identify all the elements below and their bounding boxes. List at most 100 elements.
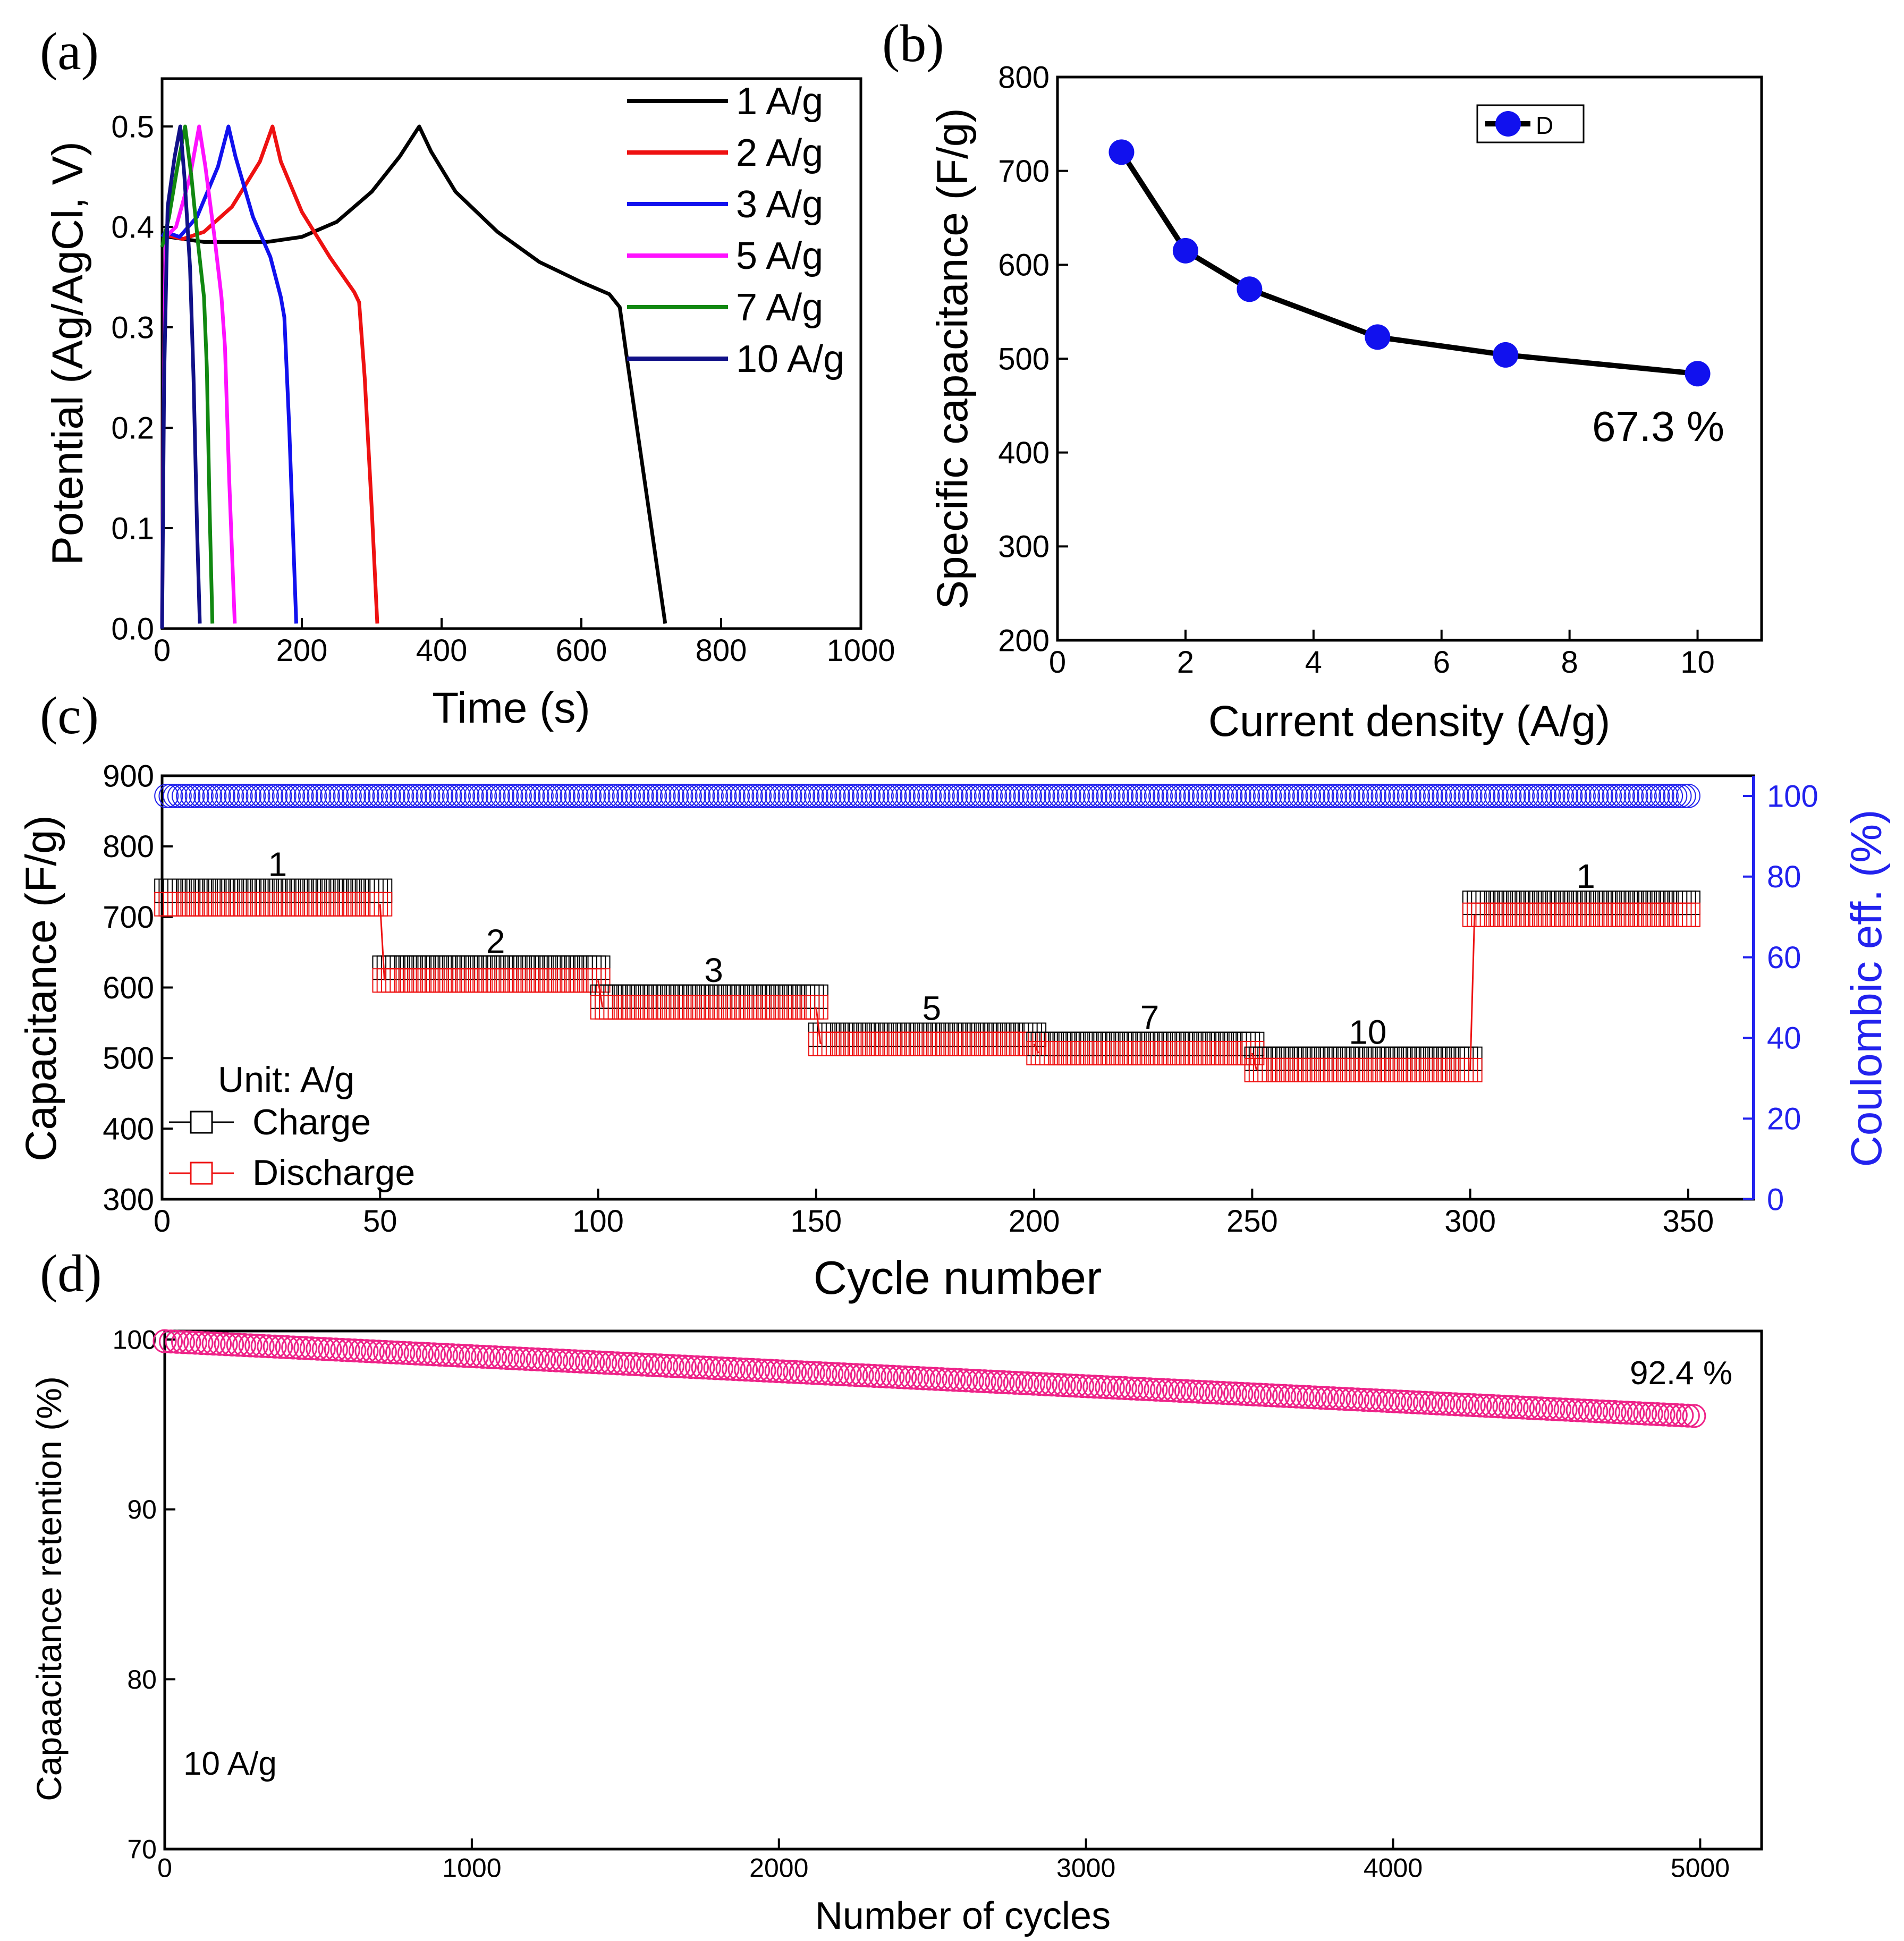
panel-c-coulombic-marker	[1048, 783, 1073, 808]
panel-d-data-point	[1621, 1401, 1645, 1425]
panel-c-coulombic-marker	[1505, 783, 1530, 808]
panel-d-data-point	[587, 1350, 611, 1375]
panel-c-discharge-marker	[385, 968, 410, 993]
panel-b-x-tick-labels: 0 2 4 6 8 10	[1049, 630, 1715, 680]
panel-b: (b) 200 300 400 500 600 700 800 0 2 4 6 8 10 D 67.3…	[882, 14, 1763, 745]
panel-c-coulombic-marker	[1082, 783, 1107, 808]
panel-c-y-tick-label: 400	[103, 1112, 154, 1146]
panel-c-charge-marker	[1183, 1031, 1208, 1056]
panel-c-charge-marker	[1170, 1031, 1195, 1056]
panel-d-data-point	[299, 1336, 324, 1361]
panel-c-charge-marker	[886, 1022, 911, 1047]
panel-c-coulombic-marker	[860, 783, 885, 808]
panel-c-charge-marker	[237, 878, 262, 903]
panel-c-coulombic-marker	[1449, 783, 1474, 808]
panel-d-x-tick-label: 4000	[1364, 1853, 1423, 1883]
panel-c-discharge-marker	[485, 968, 510, 993]
panel-c-y-tick-label: 700	[103, 900, 154, 935]
panel-c-charge-marker	[957, 1022, 981, 1047]
panel-d-data-point	[1523, 1396, 1547, 1420]
panel-c-discharge-marker	[359, 892, 384, 917]
panel-c-charge-marker	[512, 955, 537, 980]
panel-c-discharge-marker	[1218, 1041, 1243, 1066]
panel-c-coulombic-marker	[795, 783, 820, 808]
panel-c-charge-marker	[202, 878, 227, 903]
panel-c-charge-marker	[738, 984, 763, 1009]
panel-c-charge-marker	[1214, 1031, 1239, 1056]
panel-d-data-point	[954, 1368, 978, 1393]
panel-c-charge-marker	[1240, 1031, 1265, 1056]
panel-c-charge-marker	[895, 1022, 920, 1047]
panel-c-charge-marker	[642, 984, 667, 1009]
panel-c-charge-marker	[534, 955, 558, 980]
panel-c-coulombic-marker	[402, 783, 427, 808]
panel-c-charge-marker	[1187, 1031, 1212, 1056]
panel-c-coulombic-marker	[1649, 783, 1674, 808]
panel-c-coulombic-marker	[1619, 783, 1644, 808]
panel-d-data-point	[1578, 1398, 1602, 1423]
panel-c-x-tick-label: 350	[1663, 1204, 1714, 1239]
panel-c-legend-charge-marker	[190, 1111, 213, 1134]
panel-c-coulombic-marker	[760, 783, 785, 808]
panel-c-discharge-marker	[1226, 1041, 1251, 1066]
panel-c-discharge-marker	[647, 995, 672, 1020]
panel-d-data-point	[746, 1358, 771, 1383]
panel-c-discharge-marker	[952, 1031, 977, 1056]
panel-c-discharge-marker	[616, 995, 641, 1020]
panel-c-charge-marker	[354, 878, 379, 903]
panel-c-charge-marker	[803, 984, 828, 1009]
panel-d-data-point	[281, 1335, 306, 1360]
panel-a-y-tick-label: 0.3	[111, 310, 154, 345]
panel-d-data-point	[623, 1352, 648, 1377]
panel-c-charge-marker	[180, 878, 205, 903]
panel-c-charge-marker	[991, 1022, 1016, 1047]
panel-c-charge-marker	[1236, 1031, 1260, 1056]
panel-c-coulombic-marker	[621, 783, 646, 808]
panel-d-data-point	[734, 1358, 758, 1382]
panel-d-data-point	[752, 1358, 776, 1383]
panel-c-coulombic-marker	[1056, 783, 1081, 808]
panel-c-discharge-marker	[1048, 1041, 1073, 1066]
panel-c-charge-marker	[734, 984, 759, 1009]
panel-c-charge-marker	[1196, 1031, 1221, 1056]
panel-d-data-point	[1400, 1390, 1425, 1414]
panel-d-data-point	[795, 1360, 819, 1385]
panel-c-coulombic-marker	[1493, 783, 1518, 808]
panel-c-charge-marker	[638, 984, 663, 1009]
panel-c-discharge-marker	[1157, 1041, 1182, 1066]
panel-c-discharge-marker	[699, 995, 724, 1020]
panel-c-charge-marker	[978, 1022, 1003, 1047]
panel-c-y2-tick-label: 20	[1767, 1101, 1801, 1136]
panel-c-discharge-marker	[926, 1031, 951, 1056]
panel-c-coulombic-marker	[730, 783, 755, 808]
panel-d-data-point	[1082, 1375, 1107, 1399]
panel-c-discharge-marker	[342, 892, 367, 917]
panel-c-y2-tick-labels: 0 20 40 60 80 100	[1743, 779, 1818, 1217]
panel-c-charge-marker	[747, 984, 772, 1009]
panel-c-discharge-marker	[1214, 1041, 1239, 1066]
panel-c-charge-marker	[228, 878, 253, 903]
panel-c-charge-marker	[307, 878, 332, 903]
panel-d-data-point	[520, 1347, 544, 1371]
panel-c-coulombic-marker	[633, 783, 658, 808]
panel-c-coulombic-marker	[380, 783, 405, 808]
panel-c-charge-marker	[629, 984, 654, 1009]
panel-d-data-point	[722, 1357, 746, 1381]
panel-c-discharge-marker	[534, 968, 558, 993]
panel-d-data-point	[599, 1351, 623, 1375]
panel-d-data-point	[593, 1351, 617, 1375]
panel-b-letter: (b)	[882, 14, 944, 73]
panel-c-y-tick-label: 600	[103, 971, 154, 1005]
panel-d-data-point	[1614, 1401, 1639, 1425]
panel-c-coulombic-marker	[943, 783, 968, 808]
panel-c-discharge-marker	[472, 968, 497, 993]
panel-c-discharge-marker	[1074, 1041, 1099, 1066]
panel-c-charge-marker	[764, 984, 789, 1009]
panel-c-discharge-marker	[690, 995, 715, 1020]
panel-c-charge-marker	[542, 955, 567, 980]
panel-c-discharge-marker	[1179, 1041, 1204, 1066]
panel-b-x-tick-label: 0	[1049, 645, 1066, 680]
panel-c-segment-label: 1	[1576, 857, 1595, 895]
panel-c-discharge-marker	[568, 968, 593, 993]
panel-c-discharge-marker	[167, 892, 192, 917]
